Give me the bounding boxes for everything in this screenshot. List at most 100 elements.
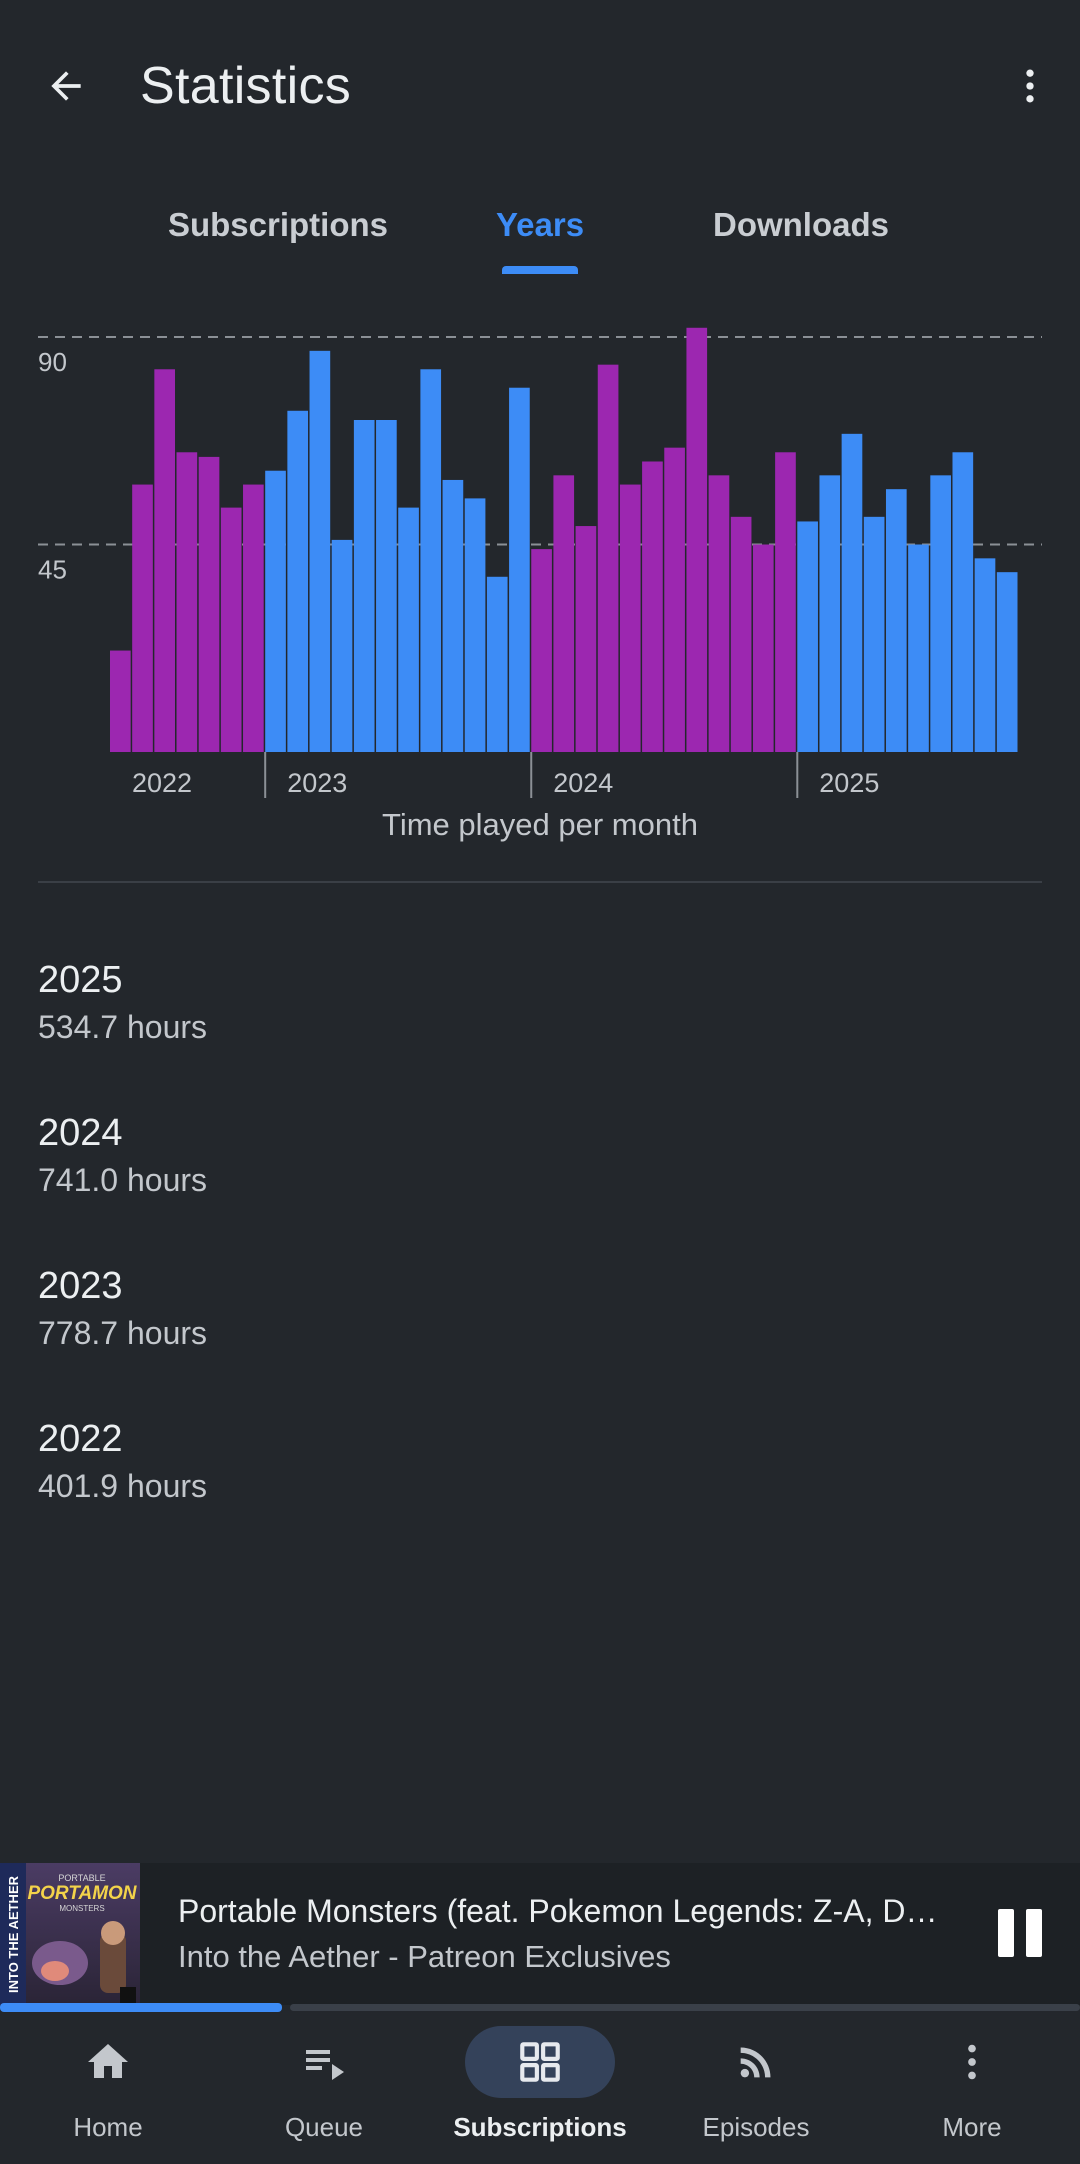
- playback-progress-bar[interactable]: [0, 2003, 1080, 2012]
- chart-bar: [486, 576, 508, 752]
- grid-icon: [520, 2042, 560, 2082]
- chart-bar: [619, 484, 641, 752]
- active-tab-indicator: [502, 266, 578, 274]
- chart-bar: [198, 456, 220, 752]
- nav-subscriptions-label: Subscriptions: [453, 2112, 627, 2142]
- episode-cover-art[interactable]: INTO THE AETHER PORTABLE PORTAMON MONSTE…: [0, 1863, 140, 2005]
- chart-bar: [730, 516, 752, 752]
- chart-bar: [974, 558, 996, 752]
- top-app-bar: Statistics: [0, 0, 1080, 175]
- list-item[interactable]: 2023 778.7 hours: [38, 1261, 1042, 1414]
- chart-bar: [309, 350, 331, 752]
- chart-bar: [664, 447, 685, 752]
- page-title: Statistics: [140, 57, 352, 115]
- list-item[interactable]: 2025 534.7 hours: [38, 955, 1042, 1108]
- list-item[interactable]: 2022 401.9 hours: [38, 1414, 1042, 1567]
- chart-bar: [686, 327, 708, 752]
- nav-home-label: Home: [73, 2112, 143, 2142]
- x-tick-label: 2025: [819, 768, 879, 798]
- cover-sub-text: MONSTERS: [59, 1904, 104, 1913]
- chart-bar: [708, 475, 730, 752]
- year-hours: 741.0 hours: [38, 1162, 208, 1198]
- nav-subscriptions[interactable]: Subscriptions: [432, 2012, 648, 2164]
- year-label: 2023: [38, 1265, 123, 1307]
- chart-bar: [398, 507, 419, 752]
- year-label: 2024: [38, 1112, 123, 1154]
- more-vert-icon: [968, 2044, 976, 2080]
- chart-bar: [575, 526, 597, 752]
- cover-main-text: PORTAMON: [27, 1883, 137, 1904]
- chart-bar: [331, 539, 353, 752]
- chart-bar: [841, 433, 863, 752]
- divider: [38, 881, 1042, 883]
- chart-bar: [154, 369, 176, 752]
- chart-bar: [885, 489, 907, 752]
- progress-fill: [0, 2003, 282, 2012]
- back-button[interactable]: [30, 50, 102, 122]
- nav-more-label: More: [942, 2112, 1002, 2142]
- chart-bar: [952, 452, 974, 752]
- chart-bar: [863, 516, 885, 752]
- tab-subscriptions[interactable]: Subscriptions: [167, 206, 389, 243]
- chart-bar: [797, 521, 818, 752]
- chart-bar: [220, 507, 242, 752]
- chart-bar: [243, 484, 264, 752]
- chart-bar: [531, 549, 552, 752]
- more-vert-icon: [1026, 69, 1034, 103]
- chart-bar: [752, 544, 774, 752]
- year-label: 2022: [38, 1418, 123, 1460]
- chart-bar: [442, 479, 464, 752]
- chart-bar: [819, 475, 841, 752]
- chart-bar: [464, 498, 486, 752]
- nav-queue[interactable]: Queue: [216, 2012, 432, 2164]
- podcast-name: Into the Aether - Patreon Exclusives: [178, 1939, 671, 1974]
- y-tick-label: 90: [38, 347, 67, 377]
- bottom-navigation: Home Queue Subscriptions: [0, 2012, 1080, 2164]
- mini-player[interactable]: INTO THE AETHER PORTABLE PORTAMON MONSTE…: [0, 1863, 1080, 2005]
- x-tick-label: 2023: [287, 768, 347, 798]
- chart-title: Time played per month: [382, 807, 698, 842]
- cover-art-image: INTO THE AETHER PORTABLE PORTAMON MONSTE…: [0, 1863, 140, 2005]
- queue-icon: [306, 2050, 344, 2080]
- chart-bar: [996, 572, 1018, 752]
- chart-bar: [110, 650, 131, 752]
- chart-bar: [642, 461, 663, 752]
- progress-remaining: [290, 2004, 1080, 2011]
- chart-bar: [132, 484, 153, 752]
- chart-bar: [376, 420, 397, 752]
- cover-side-text: INTO THE AETHER: [6, 1875, 21, 1993]
- chart-bar: [553, 475, 575, 752]
- chart-bar: [509, 387, 530, 752]
- pause-button[interactable]: [990, 1901, 1050, 1965]
- year-hours: 778.7 hours: [38, 1315, 208, 1351]
- tab-downloads[interactable]: Downloads: [712, 206, 889, 243]
- year-hours: 534.7 hours: [38, 1009, 208, 1045]
- episode-title: Portable Monsters (feat. Pokemon Legends…: [178, 1893, 938, 1929]
- x-tick-label: 2022: [132, 768, 192, 798]
- nav-episodes-label: Episodes: [702, 2112, 810, 2142]
- chart-bar: [930, 475, 951, 752]
- tab-bar: Subscriptions Years Downloads: [0, 175, 1080, 275]
- chart-svg: 45 90 2022 2023 2024 2025 Time played per mont…: [38, 327, 1042, 842]
- nav-more[interactable]: More: [864, 2012, 1080, 2164]
- year-label: 2025: [38, 959, 123, 1001]
- chart-bar: [287, 410, 309, 752]
- chart-bar: [420, 369, 442, 752]
- chart-bar: [353, 420, 375, 752]
- chart-bar: [775, 452, 796, 752]
- home-icon: [88, 2044, 128, 2078]
- y-tick-label: 45: [38, 555, 67, 585]
- nav-home[interactable]: Home: [0, 2012, 216, 2164]
- year-hours: 401.9 hours: [38, 1468, 208, 1504]
- rss-icon: [740, 2047, 771, 2078]
- chart-bar: [265, 470, 286, 752]
- cover-top-text: PORTABLE: [58, 1873, 105, 1883]
- year-list: 2025 534.7 hours 2024 741.0 hours 2023 7…: [38, 955, 1042, 1567]
- list-item[interactable]: 2024 741.0 hours: [38, 1108, 1042, 1261]
- tab-years[interactable]: Years: [495, 206, 585, 243]
- nav-episodes[interactable]: Episodes: [648, 2012, 864, 2164]
- pause-icon: [998, 1909, 1042, 1957]
- overflow-menu-button[interactable]: [1000, 50, 1060, 122]
- x-tick-label: 2024: [553, 768, 613, 798]
